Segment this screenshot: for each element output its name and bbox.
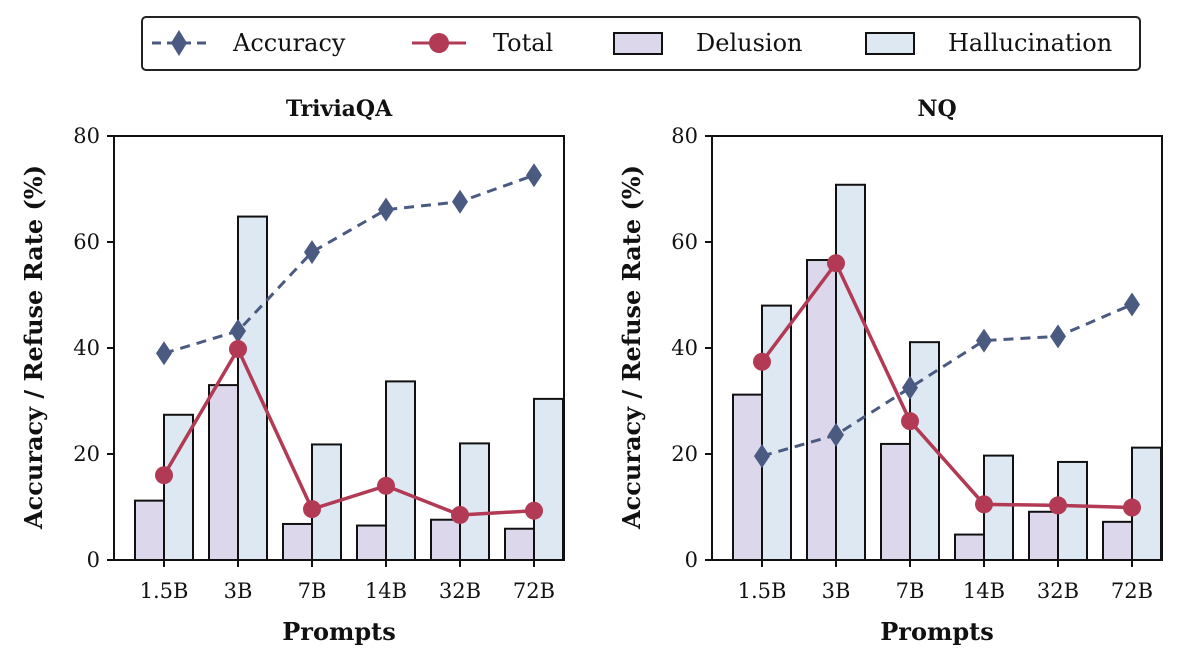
total-line [760, 259, 1133, 510]
total-point [901, 412, 919, 431]
total-point [827, 254, 845, 273]
y-axis-label: Accuracy / Refuse Rate (%) [617, 165, 646, 530]
total-point [155, 466, 173, 485]
hallucination-bar [237, 215, 268, 561]
y-tick-label: 0 [685, 548, 698, 572]
total-point [1049, 496, 1067, 515]
delusion-bar [1102, 520, 1133, 562]
x-tick-label: 1.5B [140, 579, 189, 603]
chart-panel-triviaqa: TriviaQA Prompts Accuracy / Refuse Rate … [19, 96, 565, 646]
x-tick-label: 3B [822, 579, 851, 603]
accuracy-line [761, 303, 1133, 458]
x-tick-label: 32B [1037, 579, 1079, 603]
total-point [377, 476, 395, 495]
accuracy-point [976, 328, 992, 353]
delusion-bar [208, 384, 239, 561]
legend-hallucination-swatch [865, 32, 915, 55]
x-tick-label: 14B [963, 579, 1005, 603]
x-tick-label: 14B [365, 579, 407, 603]
accuracy-point [902, 375, 918, 400]
total-point [229, 340, 247, 359]
total-point [451, 505, 469, 524]
y-tick-label: 40 [671, 336, 698, 360]
x-axis-label: Prompts [880, 617, 993, 646]
accuracy-point [378, 197, 394, 222]
delusion-bar [356, 524, 387, 561]
chart-title: NQ [917, 96, 956, 122]
total-point [303, 500, 321, 519]
hallucination-bar [163, 413, 194, 561]
plot-frame [113, 135, 565, 561]
delusion-bar [1028, 510, 1059, 561]
hallucination-bar [835, 183, 866, 561]
delusion-bar [954, 533, 985, 561]
x-tick-label: 72B [513, 579, 555, 603]
accuracy-point [828, 422, 844, 447]
plot-frame [711, 135, 1163, 561]
total-point [1123, 498, 1141, 517]
hallucination-bar [533, 397, 564, 561]
legend-label-delusion: Delusion [696, 29, 802, 57]
x-axis-label: Prompts [282, 617, 395, 646]
delusion-bar [806, 259, 837, 561]
accuracy-point [452, 189, 468, 214]
x-tick-label: 3B [224, 579, 253, 603]
total-line [162, 345, 535, 517]
accuracy-point [304, 240, 320, 265]
hallucination-bar [385, 380, 416, 562]
accuracy-point [1050, 324, 1066, 349]
y-tick-label: 80 [671, 124, 698, 148]
delusion-bar [430, 518, 461, 561]
legend-label-hallucination: Hallucination [948, 29, 1112, 57]
chart-title: TriviaQA [286, 96, 393, 122]
hallucination-bar [459, 442, 490, 561]
y-tick-label: 60 [671, 230, 698, 254]
y-tick-label: 20 [73, 442, 100, 466]
total-point [753, 352, 771, 371]
hallucination-bar [909, 341, 940, 562]
chart-panel-nq: NQ Prompts Accuracy / Refuse Rate (%) 0 2… [617, 96, 1163, 646]
delusion-bar [732, 393, 763, 562]
total-point [525, 501, 543, 520]
y-tick-label: 0 [87, 548, 100, 572]
hallucination-bar [761, 304, 792, 561]
delusion-bar [880, 442, 911, 561]
x-tick-label: 7B [298, 579, 327, 603]
total-point [975, 495, 993, 514]
x-tick-label: 7B [896, 579, 925, 603]
y-axis-label: Accuracy / Refuse Rate (%) [19, 165, 48, 530]
accuracy-point [156, 341, 172, 366]
x-tick-label: 72B [1111, 579, 1153, 603]
y-tick-label: 20 [671, 442, 698, 466]
legend-accuracy-diamond-icon [171, 30, 187, 56]
delusion-bar [282, 522, 313, 562]
y-tick-label: 60 [73, 230, 100, 254]
y-tick-label: 40 [73, 336, 100, 360]
legend-label-accuracy: Accuracy [232, 29, 346, 57]
delusion-bar [134, 499, 165, 562]
legend: Accuracy Total Delusion Hallucination [141, 16, 1141, 71]
x-tick-label: 32B [439, 579, 481, 603]
accuracy-line [163, 173, 535, 355]
accuracy-point [526, 163, 542, 188]
accuracy-point [230, 319, 246, 344]
legend-label-total: Total [493, 29, 553, 57]
accuracy-point [754, 444, 770, 469]
delusion-bar [504, 527, 535, 561]
legend-total-circle-icon [429, 33, 449, 53]
accuracy-point [1124, 292, 1140, 317]
legend-delusion-swatch [613, 32, 663, 55]
y-tick-label: 80 [73, 124, 100, 148]
x-tick-label: 1.5B [738, 579, 787, 603]
